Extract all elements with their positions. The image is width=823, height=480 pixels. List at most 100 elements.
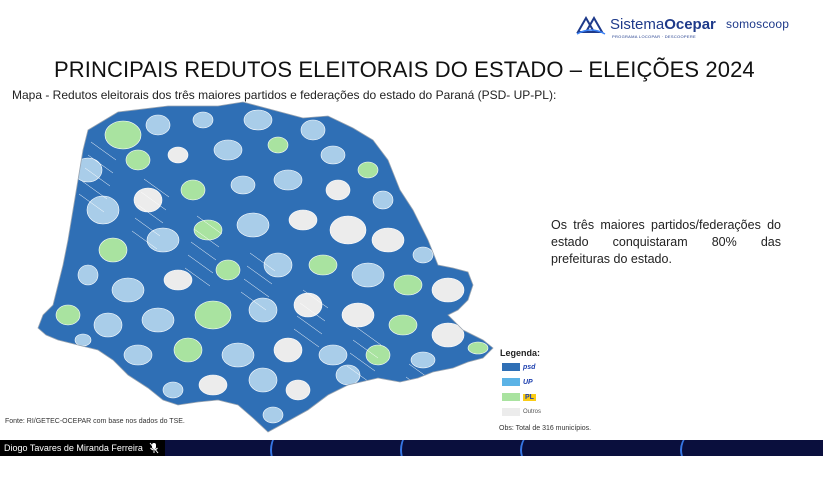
legend-swatch-up [502, 378, 520, 386]
decorative-arc [680, 440, 722, 456]
municipality-border [38, 104, 64, 124]
map-legend: Legenda: psd UP PL Outros [500, 348, 610, 416]
municipality-border [81, 180, 108, 200]
municipality-border [293, 328, 320, 348]
presentation-slide: SistemaOcepar PROGRAMA LOCOPAR · DESCOOP… [5, 14, 790, 433]
municipality-region-up [263, 252, 293, 278]
municipality-region-up [273, 169, 303, 191]
municipality-region-pl [308, 254, 338, 276]
municipality-border [134, 217, 161, 237]
source-note: Fonte: RI/GETEC-OCEPAR com base nos dado… [5, 418, 185, 425]
bottom-margin [0, 456, 823, 480]
municipality-region-up [123, 344, 153, 366]
observation-note: Obs: Total de 316 municípios. [499, 425, 592, 432]
state-outline [37, 101, 494, 433]
municipality-border [84, 167, 111, 187]
municipality-border [240, 291, 267, 311]
municipality-region-up [74, 333, 92, 347]
summary-text: Os três maiores partidos/federações do e… [551, 218, 781, 266]
municipality-border [87, 154, 114, 174]
municipality-border [190, 241, 217, 261]
municipality-border [184, 267, 211, 287]
municipality-region-pl [180, 179, 206, 201]
municipality-region-outros [167, 146, 189, 164]
municipality-border [143, 178, 170, 198]
municipality-border [509, 144, 523, 162]
municipality-border [506, 157, 523, 175]
municipality-border [140, 191, 167, 211]
slide-subtitle: Mapa - Redutos eleitorais dos três maior… [12, 88, 557, 102]
municipality-region-up [111, 277, 145, 303]
municipality-region-up [93, 312, 123, 338]
somoscoop-logo: somoscoop [726, 17, 790, 31]
municipality-region-pl [125, 149, 151, 171]
municipality-region-up [221, 342, 255, 368]
ocepar-emblem-icon [576, 15, 606, 35]
municipality-region-pl [267, 136, 289, 154]
municipality-region-up [262, 406, 284, 424]
municipality-region-outros [133, 187, 163, 213]
legend-item-pl: PL [502, 393, 536, 401]
municipality-border [458, 413, 485, 432]
municipality-region-up [335, 364, 361, 386]
municipality-border [355, 326, 382, 346]
municipality-region-pl [393, 274, 423, 296]
pl-logo-icon: PL [523, 393, 536, 401]
municipality-border [352, 339, 379, 359]
municipality-region-pl [215, 259, 241, 281]
legend-item-psd: psd [502, 363, 535, 371]
ocepar-tagline: PROGRAMA LOCOPAR · DESCOOPERE [612, 34, 696, 39]
municipality-region-up [351, 262, 385, 288]
participant-name-tag: Diogo Tavares de Miranda Ferreira [0, 440, 165, 456]
municipality-region-pl [193, 219, 223, 241]
parana-municipalities-map [37, 101, 523, 433]
decorative-arc [520, 440, 562, 456]
municipality-region-outros [431, 277, 465, 303]
municipality-region-pl [365, 344, 391, 366]
psd-logo-icon: psd [523, 363, 536, 371]
municipality-border [452, 119, 479, 139]
legend-item-outros: Outros [502, 408, 541, 416]
decorative-arc [270, 440, 302, 456]
municipality-region-up [248, 367, 278, 393]
mic-muted-icon[interactable] [149, 442, 159, 454]
municipality-region-up [243, 109, 273, 131]
legend-swatch-outros [502, 408, 520, 416]
municipality-region-outros [285, 379, 311, 401]
municipality-region-up [213, 139, 243, 161]
municipality-region-pl [467, 341, 489, 355]
municipality-region-up [236, 212, 270, 238]
municipality-border [187, 254, 214, 274]
municipality-border [193, 228, 220, 248]
municipality-border [349, 352, 376, 372]
municipality-region-pl [173, 337, 203, 363]
municipality-region-outros [329, 215, 367, 245]
legend-swatch-pl [502, 393, 520, 401]
municipality-region-up [77, 264, 99, 286]
municipality-border [249, 252, 276, 272]
municipality-region-pl [357, 161, 379, 179]
municipality-region-pl [194, 300, 232, 330]
legend-item-up: UP [502, 378, 533, 386]
municipality-border [399, 402, 426, 422]
municipality-border [137, 204, 164, 224]
municipality-region-up [410, 351, 436, 369]
legend-swatch-psd [502, 363, 520, 371]
municipality-region-pl [55, 304, 81, 326]
municipality-border [512, 131, 523, 149]
municipality-region-up [146, 227, 180, 253]
meeting-bottom-bar [0, 440, 823, 456]
municipality-border [455, 106, 482, 126]
municipality-region-pl [388, 314, 418, 336]
municipality-region-outros [273, 337, 303, 363]
sistema-ocepar-logo: SistemaOcepar PROGRAMA LOCOPAR · DESCOOP… [576, 14, 716, 39]
municipality-region-up [248, 297, 278, 323]
municipality-region-pl [104, 120, 142, 150]
legend-title: Legenda: [500, 348, 541, 358]
municipality-region-up [145, 114, 171, 136]
municipality-border [196, 215, 223, 235]
municipality-region-outros [371, 227, 405, 253]
municipality-region-up [320, 145, 346, 165]
municipality-border [299, 302, 326, 322]
municipality-border [78, 193, 105, 213]
